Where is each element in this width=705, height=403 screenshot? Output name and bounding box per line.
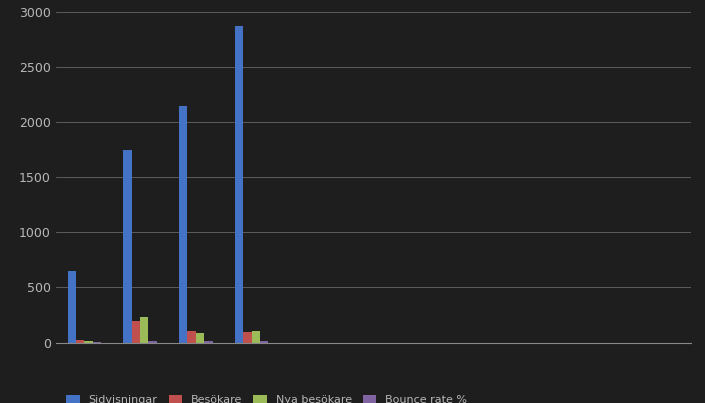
Bar [85, 341, 92, 343]
Legend: Sidvisningar, Besökare, Nya besökare, Bounce rate %: Sidvisningar, Besökare, Nya besökare, Bo… [62, 391, 472, 403]
Bar [196, 332, 204, 343]
Bar [68, 271, 76, 343]
Bar [149, 341, 157, 343]
Bar [76, 341, 85, 343]
Bar [92, 342, 101, 343]
Bar [140, 317, 149, 343]
Bar [123, 150, 132, 343]
Bar [243, 332, 252, 343]
Bar [204, 341, 213, 343]
Bar [179, 106, 188, 343]
Bar [235, 27, 243, 343]
Bar [252, 331, 260, 343]
Bar [188, 331, 196, 343]
Bar [260, 341, 269, 343]
Bar [132, 321, 140, 343]
